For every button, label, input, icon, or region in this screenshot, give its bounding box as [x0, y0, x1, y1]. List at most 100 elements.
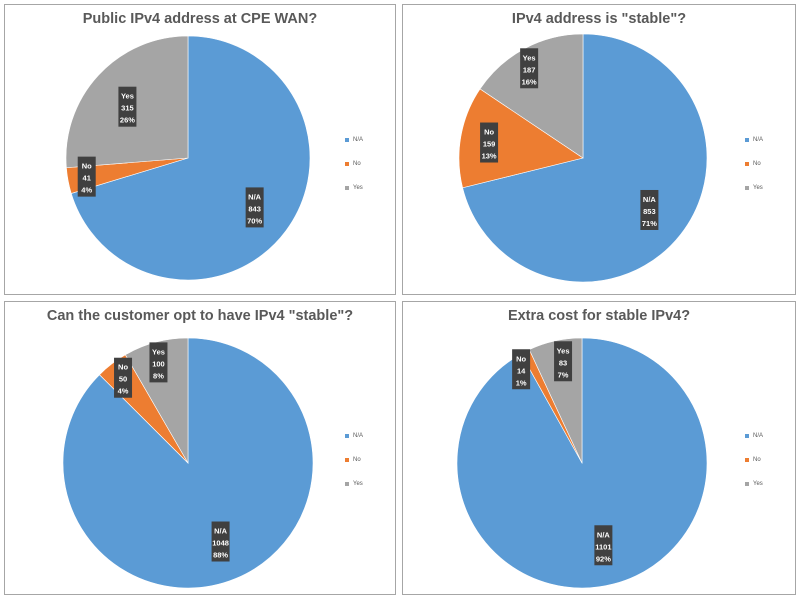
data-label-category: Yes: [523, 53, 536, 62]
legend-item-na: N/A: [345, 424, 385, 448]
chart-panel-customer-opt-stable: Can the customer opt to have IPv4 "stabl…: [4, 301, 396, 595]
data-label-category: No: [82, 162, 92, 171]
data-label: N/A 843 70%: [245, 187, 264, 228]
legend-label: N/A: [753, 433, 764, 439]
data-label: Yes 83 7%: [554, 341, 573, 382]
data-label-box: [594, 525, 613, 566]
legend-label: No: [353, 457, 361, 463]
data-label: Yes 315 26%: [118, 86, 137, 127]
chart-panel-public-ipv4: Public IPv4 address at CPE WAN? N/A 843 70…: [4, 4, 396, 295]
data-label: No 50 4%: [114, 357, 133, 398]
data-label-box: [640, 189, 659, 230]
data-label-box: [512, 349, 531, 390]
legend-label: Yes: [753, 481, 763, 487]
data-label-value: 1048: [212, 539, 229, 548]
data-label-box: [520, 48, 539, 89]
legend-item-na: N/A: [745, 128, 785, 152]
chart-title: Extra cost for stable IPv4?: [507, 308, 691, 324]
data-label-category: N/A: [214, 527, 228, 536]
data-label: N/A 1101 92%: [594, 525, 613, 566]
data-label-category: No: [484, 128, 494, 137]
data-label: N/A 853 71%: [640, 189, 659, 230]
legend-swatch: [745, 482, 749, 486]
data-label-value: 83: [559, 358, 567, 367]
chart-panel-ipv4-stable: IPv4 address is "stable"? N/A 853 71% No 159…: [402, 4, 796, 295]
data-label-box: [77, 156, 96, 197]
data-label: No 41 4%: [77, 156, 96, 197]
chart-panel-extra-cost: Extra cost for stable IPv4? N/A 1101 92% No…: [402, 301, 796, 595]
data-label-category: No: [516, 354, 526, 363]
legend-label: No: [753, 457, 761, 463]
legend-swatch: [345, 458, 349, 462]
data-label-percent: 92%: [596, 554, 611, 563]
data-label-category: No: [118, 363, 128, 372]
legend-item-na: N/A: [745, 424, 785, 448]
legend-label: Yes: [753, 185, 763, 191]
legend-label: N/A: [353, 137, 364, 143]
legend-item-yes: Yes: [745, 472, 785, 496]
data-label-category: Yes: [121, 92, 134, 101]
data-label: No 14 1%: [512, 349, 531, 390]
data-label-value: 853: [643, 207, 656, 216]
legend-label: No: [753, 161, 761, 167]
legend-swatch: [745, 434, 749, 438]
slice-yes: [124, 337, 189, 465]
legend-swatch: [345, 186, 349, 190]
data-label-category: N/A: [597, 530, 611, 539]
data-label-box: [118, 86, 137, 127]
chart-title: Public IPv4 address at CPE WAN?: [82, 11, 318, 27]
legend-label: Yes: [353, 481, 363, 487]
legend-item-yes: Yes: [345, 472, 385, 496]
pie-chart: N/A 853 71% No 159 13% Yes 187 16%: [458, 33, 708, 283]
pie-chart: N/A 1048 88% No 50 4% Yes 100 8%: [62, 337, 314, 589]
legend-swatch: [745, 186, 749, 190]
data-label-category: Yes: [557, 346, 570, 355]
data-label-percent: 16%: [522, 77, 537, 86]
data-label-box: [114, 357, 133, 398]
legend-item-yes: Yes: [345, 176, 385, 200]
data-label-box: [149, 342, 168, 383]
data-label-value: 159: [483, 140, 496, 149]
data-label-value: 187: [523, 65, 536, 74]
data-label-box: [554, 341, 573, 382]
legend-swatch: [745, 162, 749, 166]
legend-label: Yes: [353, 185, 363, 191]
legend-swatch: [345, 482, 349, 486]
legend-item-no: No: [745, 152, 785, 176]
data-label-value: 315: [121, 104, 134, 113]
legend-label: No: [353, 161, 361, 167]
slice-no: [458, 88, 584, 189]
legend-swatch: [345, 138, 349, 142]
data-label-percent: 7%: [558, 370, 569, 379]
data-label-percent: 71%: [642, 219, 657, 228]
legend-item-no: No: [345, 448, 385, 472]
legend-swatch: [345, 162, 349, 166]
legend: N/A No Yes: [745, 128, 785, 200]
data-label-category: Yes: [152, 347, 165, 356]
data-label-value: 14: [517, 366, 526, 375]
data-label-percent: 26%: [120, 116, 135, 125]
pie-chart: N/A 1101 92% No 14 1% Yes 83 7%: [456, 337, 708, 589]
data-label-percent: 8%: [153, 371, 164, 380]
data-label-value: 50: [119, 375, 127, 384]
data-label-box: [480, 122, 499, 163]
legend-swatch: [745, 458, 749, 462]
data-label-category: N/A: [248, 192, 262, 201]
data-label-box: [245, 187, 264, 228]
data-label-percent: 88%: [213, 551, 228, 560]
legend-swatch: [745, 138, 749, 142]
data-label-category: N/A: [643, 195, 657, 204]
data-label: Yes 100 8%: [149, 342, 168, 383]
data-label: N/A 1048 88%: [211, 521, 230, 562]
legend: N/A No Yes: [345, 424, 385, 496]
pie-chart: N/A 843 70% No 41 4% Yes 315 26%: [65, 35, 311, 281]
data-label: Yes 187 16%: [520, 48, 539, 89]
chart-title: Can the customer opt to have IPv4 "stabl…: [46, 308, 354, 324]
data-label: No 159 13%: [480, 122, 499, 163]
data-label-value: 41: [83, 174, 91, 183]
legend-label: N/A: [753, 137, 764, 143]
legend: N/A No Yes: [345, 128, 385, 200]
data-label-value: 1101: [595, 542, 611, 551]
legend-swatch: [345, 434, 349, 438]
data-label-percent: 4%: [81, 186, 92, 195]
